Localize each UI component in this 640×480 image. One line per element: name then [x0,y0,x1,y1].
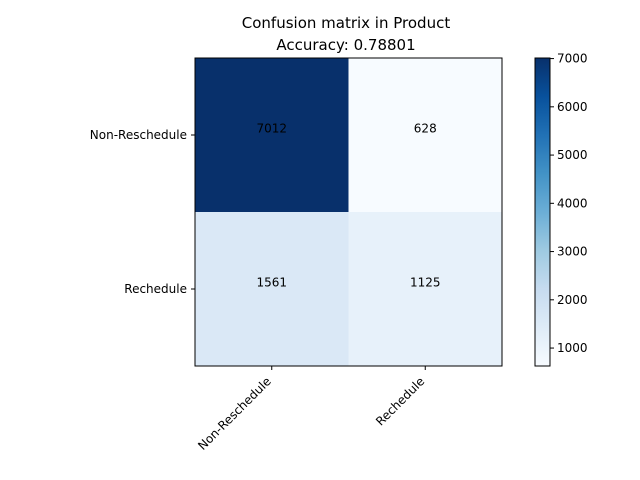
colorbar-tick-label: 2000 [557,293,588,307]
plot-frame [194,57,503,367]
y-tick-label: Rechedule [124,282,187,296]
x-axis-ticks: Non-Reschedule Rechedule [195,366,427,453]
colorbar [534,57,551,367]
matrix-cell [195,58,349,213]
matrix-cell-labels: 7012 628 1561 1125 [256,122,440,290]
colorbar-tick-label: 7000 [557,52,588,66]
matrix-cell-value: 1125 [410,276,441,290]
x-tick-label: Non-Reschedule [195,374,274,453]
x-tick-label: Rechedule [373,374,427,428]
colorbar-tick-label: 5000 [557,148,588,162]
matrix-cell [348,58,503,213]
colorbar-tick-label: 3000 [557,245,588,259]
colorbar-tick-label: 4000 [557,196,588,210]
y-tick-label: Non-Reschedule [90,128,187,142]
colorbar-tick-label: 1000 [557,341,588,355]
colorbar-ticks: 1000 2000 3000 4000 5000 6000 7000 [550,52,588,355]
chart-subtitle: Accuracy: 0.78801 [276,36,415,54]
y-axis-ticks: Non-Reschedule Rechedule [90,128,195,296]
matrix-cell [348,212,503,367]
matrix-cell-value: 628 [414,122,437,136]
matrix-cells [195,58,503,367]
matrix-cell [195,212,349,367]
colorbar-tick-label: 6000 [557,100,588,114]
matrix-cell-value: 1561 [256,276,287,290]
matrix-cell-value: 7012 [256,122,287,136]
chart-title: Confusion matrix in Product [242,14,451,32]
